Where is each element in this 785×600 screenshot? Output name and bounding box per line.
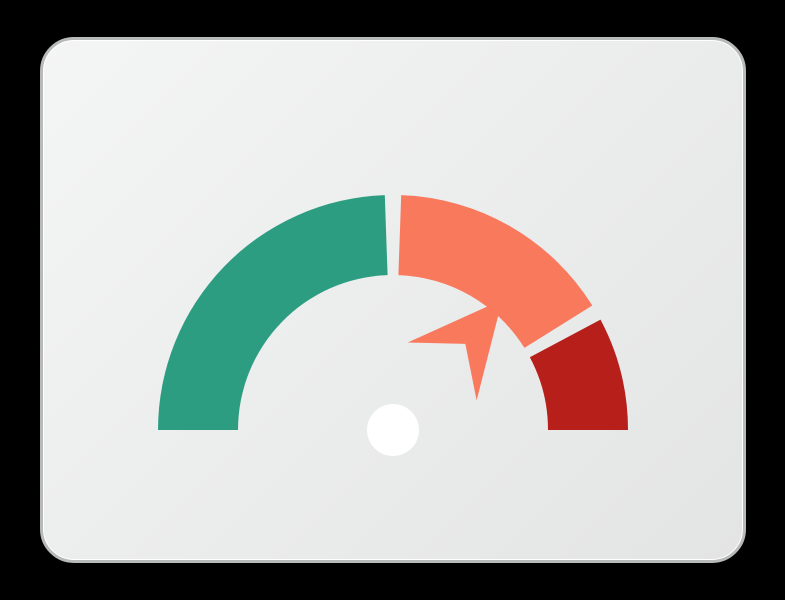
gauge-needle xyxy=(407,300,502,401)
gauge-hub xyxy=(367,404,419,456)
gauge-segment-red xyxy=(529,320,627,430)
gauge-icon xyxy=(113,130,673,470)
tablet-frame xyxy=(40,37,746,563)
gauge-segment-green xyxy=(158,195,388,430)
